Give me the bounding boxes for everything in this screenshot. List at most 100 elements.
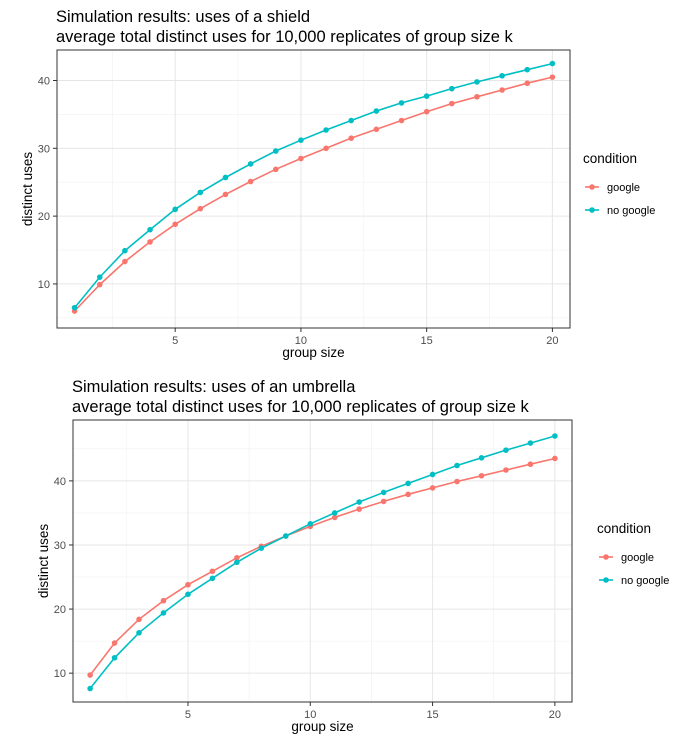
plot-border: [72, 419, 573, 703]
data-point-no-google: [87, 685, 93, 692]
data-point-no-google: [323, 127, 329, 133]
x-tick-label: 10: [304, 709, 316, 721]
series-line-no-google: [73, 62, 553, 309]
data-point-no-google: [71, 304, 78, 311]
data-point-google: [373, 126, 380, 133]
data-point-google: [503, 467, 509, 473]
x-axis-title: group size: [282, 345, 344, 360]
data-point-google: [136, 616, 142, 623]
data-point-no-google: [272, 148, 279, 154]
data-point-no-google: [283, 533, 289, 539]
data-point-no-google: [499, 72, 505, 79]
data-point-google: [478, 472, 485, 479]
data-point-no-google: [478, 455, 485, 461]
data-point-no-google: [197, 189, 204, 196]
data-point-no-google: [552, 433, 558, 439]
data-point-google: [160, 597, 167, 604]
data-point-google: [423, 108, 430, 115]
data-point-no-google: [524, 66, 531, 73]
plot-background: [73, 420, 572, 702]
y-tick-label: 30: [54, 540, 66, 552]
data-point-google: [323, 145, 329, 152]
data-point-no-google: [380, 489, 387, 496]
data-point-google: [449, 100, 455, 107]
x-tick-label: 20: [546, 335, 558, 347]
data-point-google: [247, 178, 254, 185]
legend-key-point: [603, 554, 609, 560]
chart-title: Simulation results: uses of a shield: [56, 8, 311, 26]
data-point-no-google: [454, 462, 460, 469]
y-tick-label: 10: [54, 668, 66, 680]
data-point-no-google: [549, 60, 556, 67]
legend-title: condition: [583, 151, 637, 166]
data-point-no-google: [160, 610, 167, 616]
data-point-google: [272, 166, 279, 173]
legend-title: condition: [597, 521, 651, 536]
data-point-google: [185, 581, 191, 588]
data-point-no-google: [373, 108, 380, 114]
data-point-no-google: [247, 161, 254, 167]
series-line-google: [74, 76, 553, 312]
data-point-google: [454, 478, 460, 485]
data-point-google: [527, 461, 534, 468]
legend-key-point: [589, 184, 595, 190]
data-point-no-google: [398, 100, 405, 106]
data-point-no-google: [307, 521, 314, 527]
y-tick-label: 30: [38, 143, 50, 155]
y-tick-label: 20: [38, 211, 50, 223]
data-point-no-google: [298, 137, 304, 143]
legend-key-point: [589, 207, 595, 213]
data-point-no-google: [222, 174, 229, 181]
data-point-no-google: [96, 274, 103, 280]
data-point-google: [222, 191, 229, 198]
data-point-google: [331, 514, 338, 521]
x-tick-label: 10: [295, 335, 307, 347]
data-point-google: [429, 485, 436, 491]
y-tick-label: 20: [54, 604, 66, 616]
legend-label: no google: [621, 575, 669, 587]
data-point-google: [172, 221, 178, 228]
chart-subtitle: average total distinct uses for 10,000 r…: [56, 28, 513, 46]
y-axis-title: distinct uses: [20, 152, 35, 227]
x-tick-label: 15: [426, 709, 438, 721]
chart-panel-shield: Simulation results: uses of a shield ave…: [0, 0, 699, 368]
data-point-no-google: [423, 93, 430, 99]
data-point-google: [398, 117, 405, 124]
data-point-google: [234, 554, 240, 561]
legend-label: google: [607, 182, 640, 194]
data-point-google: [96, 281, 103, 288]
data-point-no-google: [209, 575, 216, 582]
data-point-google: [499, 87, 505, 93]
x-tick-label: 5: [185, 709, 191, 721]
data-point-no-google: [122, 247, 128, 254]
y-axis-title: distinct uses: [36, 524, 51, 599]
data-point-google: [552, 455, 558, 462]
data-point-no-google: [136, 629, 142, 636]
data-point-no-google: [527, 440, 534, 446]
data-point-no-google: [356, 499, 362, 505]
data-point-google: [549, 74, 556, 80]
data-point-google: [122, 258, 128, 265]
data-point-google: [474, 93, 480, 100]
y-tick-label: 40: [38, 76, 50, 88]
series-line-google: [89, 457, 556, 676]
data-point-no-google: [348, 117, 355, 124]
data-point-google: [356, 506, 362, 512]
x-tick-label: 5: [172, 335, 178, 347]
data-point-google: [111, 640, 118, 646]
data-point-google: [209, 568, 216, 575]
data-point-no-google: [258, 545, 265, 551]
legend-label: google: [621, 552, 654, 564]
legend-label: no google: [607, 205, 655, 217]
data-point-no-google: [474, 79, 480, 85]
x-tick-label: 20: [549, 709, 561, 721]
data-point-no-google: [331, 510, 338, 516]
x-tick-label: 15: [421, 335, 433, 347]
plot-border: [56, 49, 571, 329]
data-point-no-google: [503, 447, 509, 453]
data-point-no-google: [147, 226, 153, 233]
data-point-no-google: [429, 471, 436, 478]
chart-panel-umbrella: Simulation results: uses of an umbrella …: [0, 370, 699, 741]
y-tick-label: 40: [54, 476, 66, 488]
data-point-google: [298, 155, 304, 162]
